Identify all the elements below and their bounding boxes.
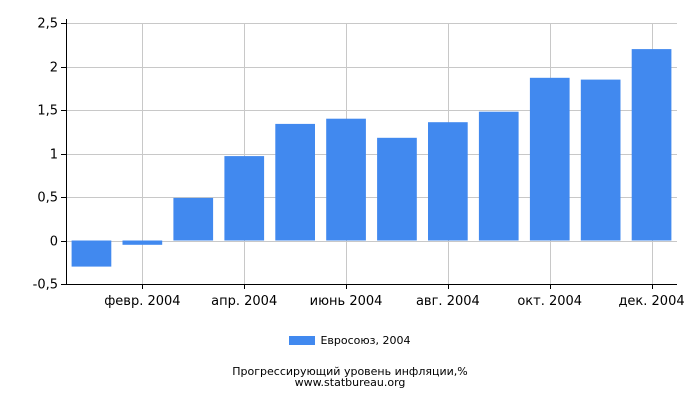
x-tick-labels: февр. 2004 апр. 2004 июнь 2004 авг. 2004 окт… (104, 294, 684, 309)
x-tick-label: июнь 2004 (310, 294, 383, 309)
y-tick-label: 2,5 (37, 17, 58, 32)
bar (122, 240, 163, 245)
legend-swatch (289, 335, 316, 345)
x-tick-label: авг. 2004 (416, 294, 480, 309)
y-tick-label: 1,5 (37, 104, 58, 119)
legend: Евросоюз, 2004 (0, 334, 700, 347)
y-tick-label: 0,5 (37, 191, 58, 206)
y-tick-labels: -0,5 0 0,5 1 1,5 2 2,5 (33, 17, 58, 293)
bar (478, 111, 519, 241)
y-tick-label: 0 (50, 235, 58, 250)
bar (224, 156, 265, 241)
y-tick-label: 2 (50, 61, 58, 76)
bar (275, 123, 315, 241)
bar (173, 197, 214, 241)
bar (326, 118, 366, 241)
x-tick-label: апр. 2004 (211, 294, 277, 309)
axes (61, 19, 677, 289)
bar (377, 137, 417, 241)
bar (529, 77, 570, 241)
bar (71, 240, 112, 267)
bar (580, 79, 621, 241)
bar (428, 122, 468, 241)
x-tick-label: февр. 2004 (104, 294, 180, 309)
bars (71, 49, 672, 267)
y-tick-label: -0,5 (33, 278, 58, 293)
legend-label: Евросоюз, 2004 (320, 334, 411, 347)
y-tick-label: 1 (50, 148, 58, 163)
chart-caption-source: www.statbureau.org (294, 376, 406, 389)
x-tick-label: окт. 2004 (517, 294, 582, 309)
chart-caption-title: Прогрессирующий уровень инфляции,% (232, 365, 468, 378)
x-tick-label: дек. 2004 (618, 294, 684, 309)
bar (631, 49, 672, 241)
